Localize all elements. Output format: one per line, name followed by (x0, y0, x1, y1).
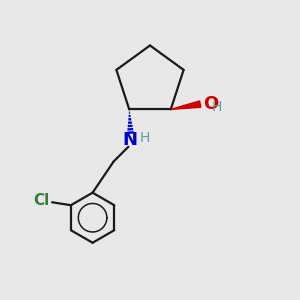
Text: H: H (140, 131, 150, 145)
Text: H: H (212, 100, 222, 114)
Text: Cl: Cl (34, 193, 50, 208)
Text: O: O (203, 95, 218, 113)
Text: N: N (123, 131, 138, 149)
Polygon shape (171, 101, 201, 110)
